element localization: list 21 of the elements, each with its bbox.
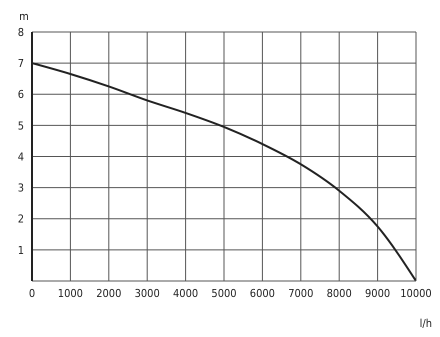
x-axis-title: l/h <box>420 317 432 330</box>
x-tick-label: 1000 <box>58 286 83 300</box>
x-tick-label: 0 <box>28 286 36 300</box>
y-tick-label: 2 <box>18 212 24 226</box>
x-tick-label: 7000 <box>288 286 314 300</box>
x-tick-label: 3000 <box>134 286 160 300</box>
x-tick-label: 2000 <box>96 286 122 300</box>
y-tick-label: 1 <box>18 244 24 257</box>
x-tick-label: 8000 <box>326 286 352 300</box>
y-tick-label: 8 <box>18 26 24 39</box>
x-tick-label: 4000 <box>173 286 198 300</box>
y-tick-label: 4 <box>18 150 24 164</box>
x-tick-label: 5000 <box>211 286 237 300</box>
x-tick-label: 9000 <box>365 286 390 300</box>
y-tick-label: 7 <box>18 57 24 70</box>
y-axis-title: m <box>19 10 29 23</box>
x-tick-label: 6000 <box>250 286 275 300</box>
y-tick-label: 5 <box>18 119 24 132</box>
x-tick-label: 10000 <box>400 286 432 300</box>
y-tick-label: 6 <box>18 88 24 102</box>
y-tick-label: 3 <box>18 182 24 195</box>
